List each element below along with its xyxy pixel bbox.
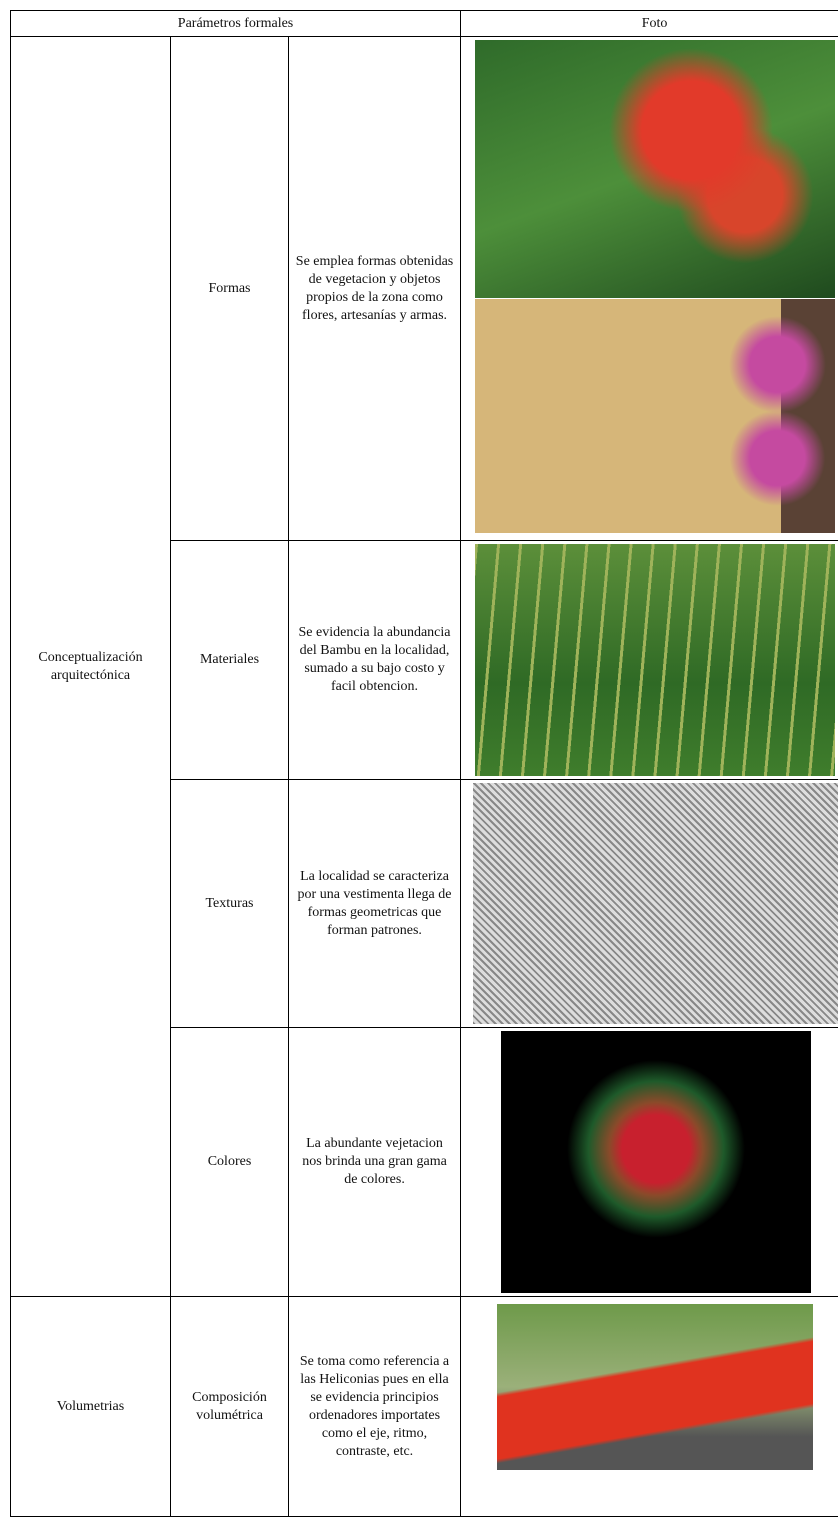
description: Se evidencia la abundancia del Bambu en … bbox=[287, 540, 462, 780]
description: Se emplea formas obtenidas de vegetacion… bbox=[287, 36, 462, 541]
group-label: Conceptualización arquitectónica bbox=[10, 36, 171, 1297]
photo-cell bbox=[460, 779, 838, 1028]
parameter: Texturas bbox=[170, 779, 289, 1028]
parameter: Formas bbox=[170, 36, 289, 541]
description: La localidad se caracteriza por una vest… bbox=[287, 779, 462, 1028]
header-cell: Foto bbox=[460, 10, 838, 37]
photo bbox=[475, 544, 836, 776]
photo bbox=[475, 40, 836, 298]
parameter: Materiales bbox=[170, 540, 289, 780]
photo-cell bbox=[460, 36, 838, 541]
photo-cell bbox=[460, 540, 838, 780]
photo bbox=[475, 299, 836, 533]
group-label: Volumetrias bbox=[10, 1296, 171, 1517]
photo bbox=[497, 1304, 814, 1470]
parameter: Colores bbox=[170, 1027, 289, 1297]
photo-cell bbox=[460, 1296, 838, 1517]
description: Se toma como referencia a las Heliconias… bbox=[287, 1296, 462, 1517]
table: Parámetros formales Foto Conceptualizaci… bbox=[9, 10, 838, 1517]
photo-cell bbox=[460, 1027, 838, 1297]
parameter: Composición volumétrica bbox=[170, 1296, 289, 1517]
description: La abundante vejetacion nos brinda una g… bbox=[287, 1027, 462, 1297]
photo bbox=[501, 1031, 812, 1293]
header-cell: Parámetros formales bbox=[9, 10, 462, 37]
photo bbox=[473, 783, 838, 1024]
